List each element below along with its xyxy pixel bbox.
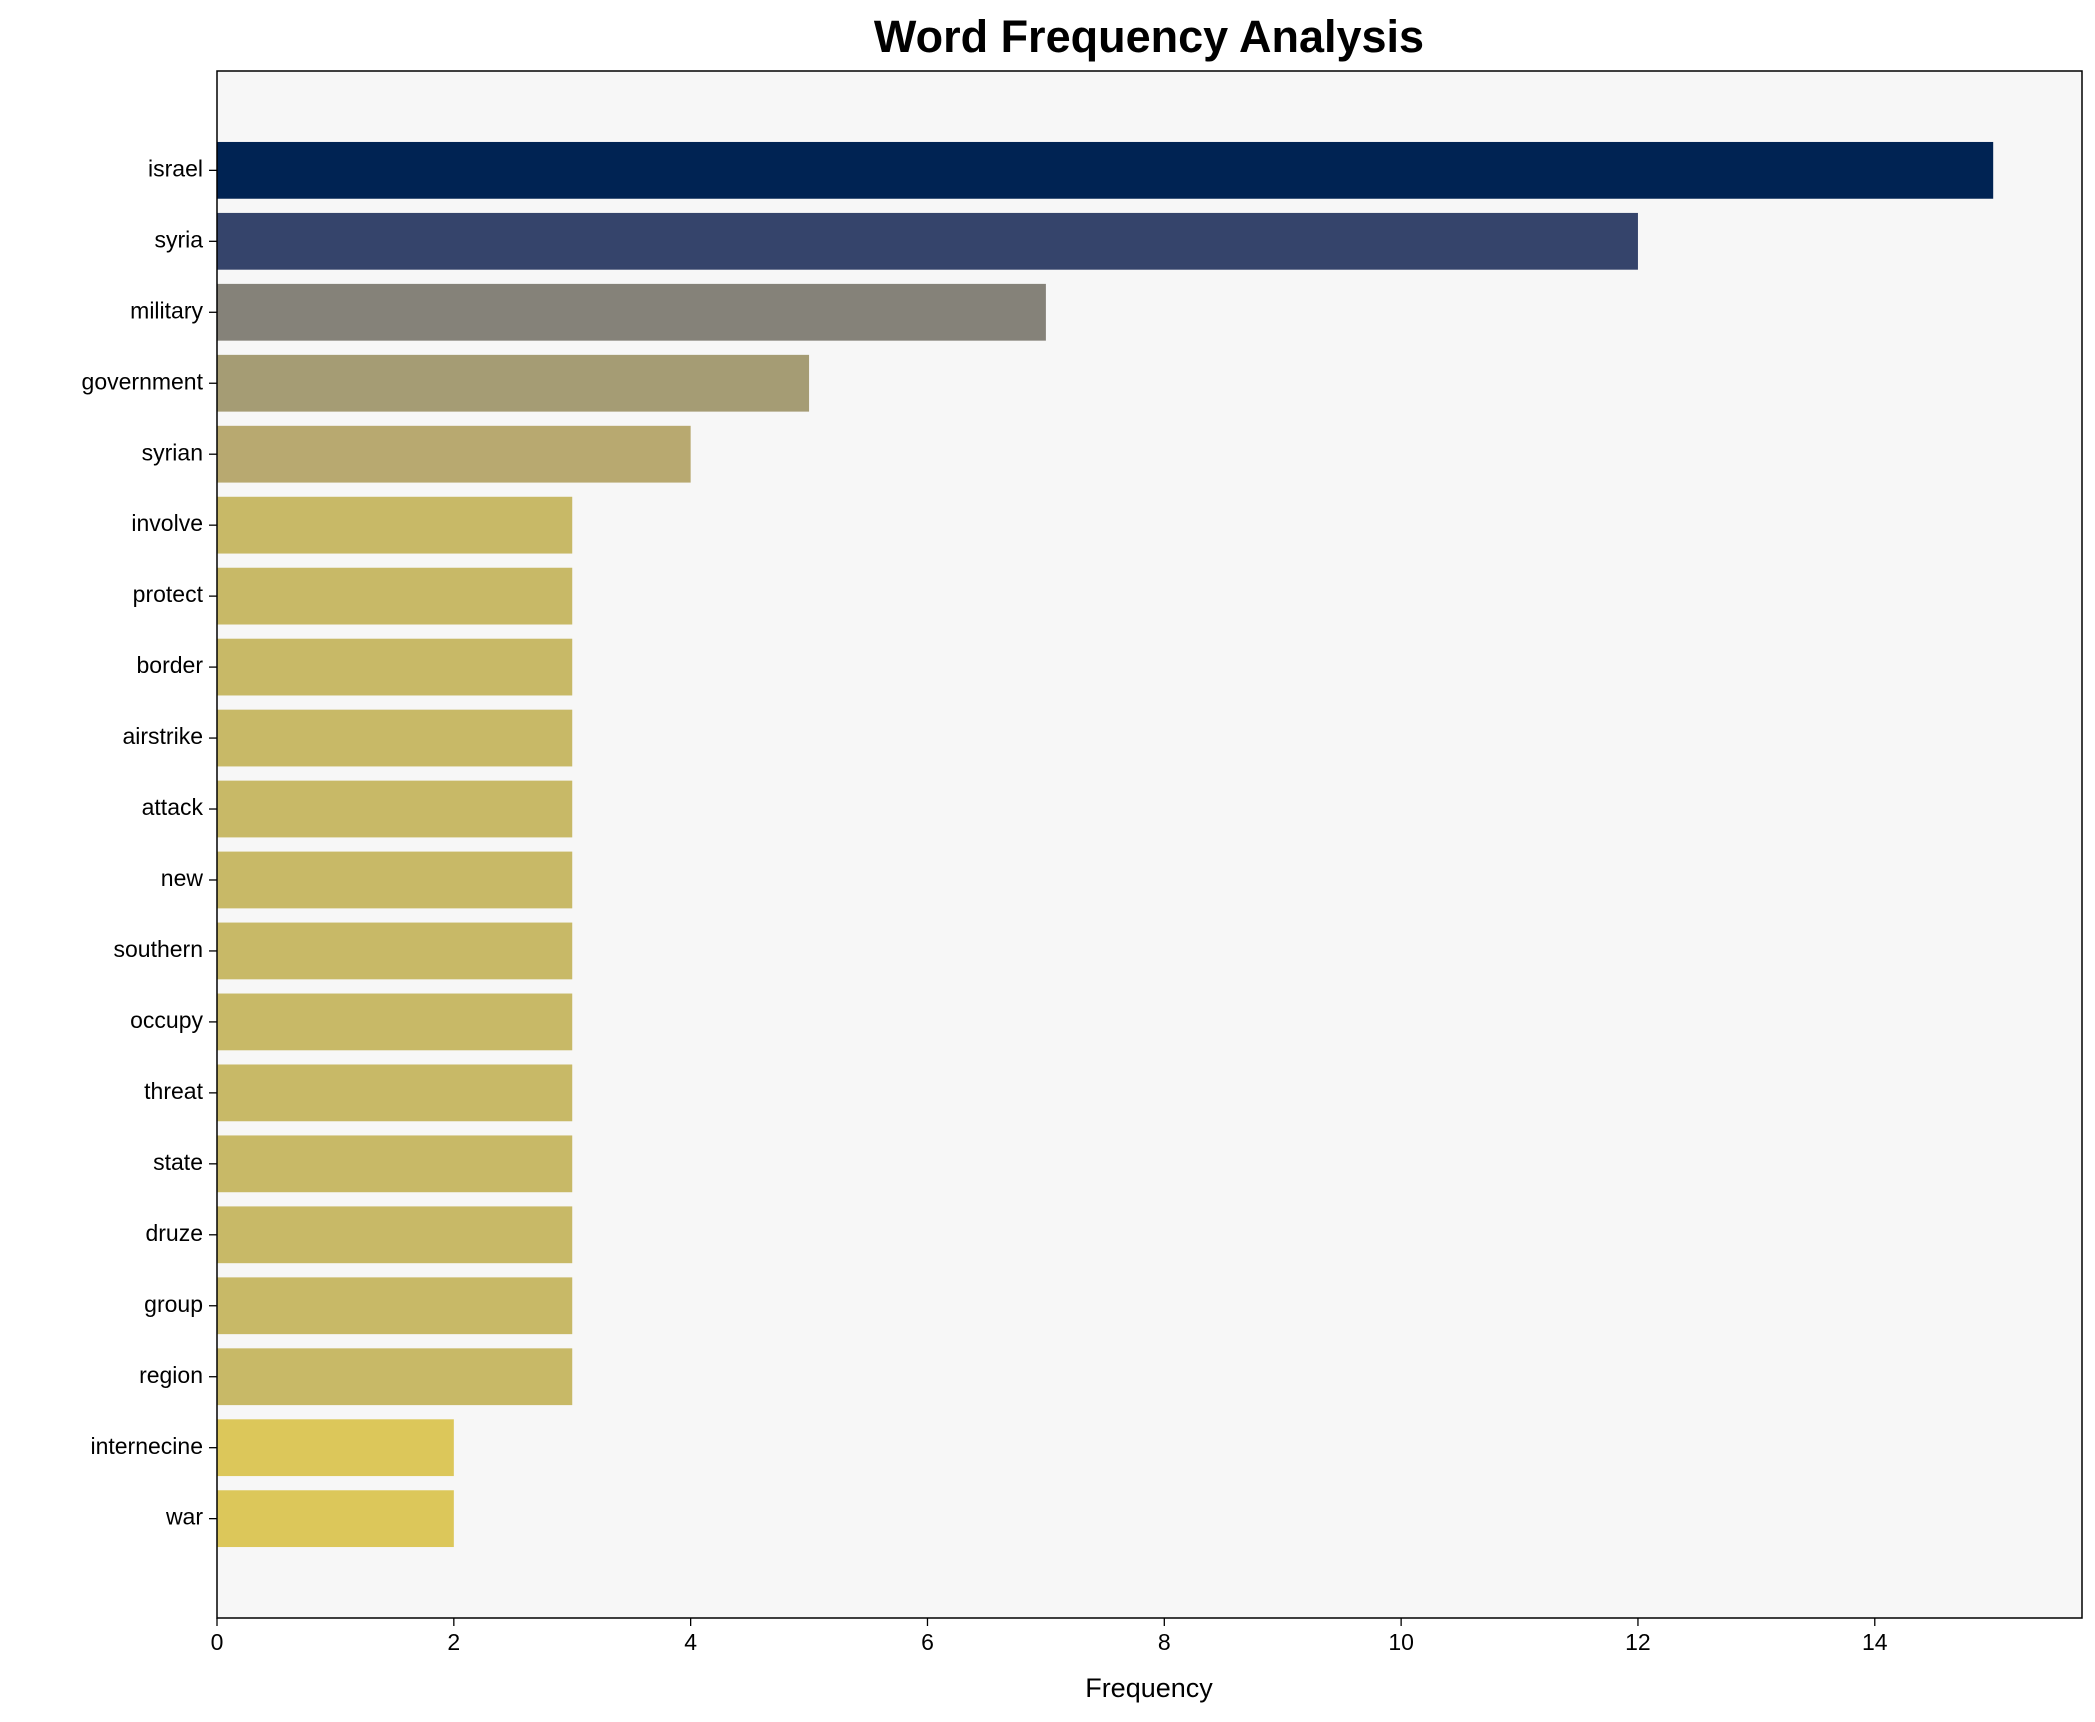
bar: [217, 1490, 454, 1548]
y-tick-label: government: [82, 368, 204, 394]
x-tick-label: 14: [1862, 1629, 1888, 1655]
bar: [217, 709, 573, 767]
bar: [217, 1419, 454, 1477]
bar: [217, 1135, 573, 1193]
y-tick-label: attack: [142, 794, 204, 820]
y-tick-label: group: [144, 1291, 203, 1317]
x-tick-label: 2: [447, 1629, 460, 1655]
y-tick-label: military: [130, 297, 203, 323]
bar: [217, 638, 573, 696]
bar: [217, 1348, 573, 1406]
y-tick-label: protect: [133, 581, 204, 607]
chart-title: Word Frequency Analysis: [874, 11, 1424, 62]
x-axis-label: Frequency: [1085, 1673, 1213, 1703]
bar: [217, 922, 573, 980]
plot-frame: [216, 70, 2083, 1619]
y-tick-label: israel: [148, 155, 203, 181]
bar: [217, 780, 573, 838]
y-tick-label: new: [161, 865, 204, 891]
y-tick-label: region: [139, 1362, 203, 1388]
y-tick-label: internecine: [90, 1433, 203, 1459]
x-tick-label: 6: [921, 1629, 934, 1655]
y-tick-label: druze: [145, 1220, 203, 1246]
bar: [217, 212, 1638, 270]
x-tick-label: 0: [211, 1629, 224, 1655]
y-tick-label: syria: [154, 226, 203, 252]
bar: [217, 567, 573, 625]
bar: [217, 283, 1046, 341]
bar: [217, 1277, 573, 1335]
bar: [217, 496, 573, 554]
x-tick-label: 8: [1158, 1629, 1171, 1655]
bar: [217, 141, 1994, 199]
bar: [217, 993, 573, 1051]
y-tick-label: airstrike: [122, 723, 203, 749]
y-tick-label: occupy: [130, 1007, 203, 1033]
bar: [217, 354, 810, 412]
x-tick-label: 10: [1388, 1629, 1414, 1655]
bar: [217, 851, 573, 909]
y-tick-label: southern: [113, 936, 203, 962]
bar: [217, 425, 691, 483]
bar: [217, 1206, 573, 1264]
x-tick-label: 12: [1625, 1629, 1651, 1655]
y-tick-label: border: [137, 652, 204, 678]
y-tick-label: state: [153, 1149, 203, 1175]
y-tick-label: threat: [144, 1078, 203, 1104]
x-tick-label: 4: [684, 1629, 697, 1655]
bar: [217, 1064, 573, 1122]
y-tick-label: war: [165, 1504, 203, 1530]
y-tick-label: involve: [131, 510, 203, 536]
y-tick-label: syrian: [142, 439, 203, 465]
